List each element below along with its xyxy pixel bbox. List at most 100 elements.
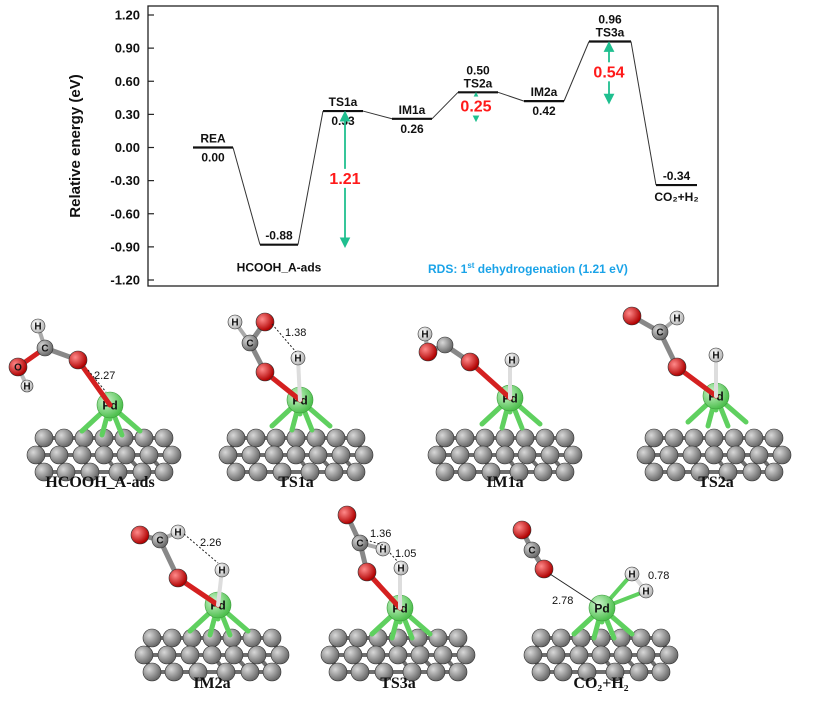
- graphene-carbon: [531, 662, 551, 682]
- h2-atom: [375, 541, 391, 557]
- pd-atom-label: Pd: [594, 602, 609, 616]
- graphene-carbon: [666, 462, 686, 482]
- h2-atom: [170, 524, 186, 540]
- level-value: 0.26: [400, 122, 424, 136]
- structure-caption: CO₂+H₂: [573, 675, 628, 692]
- y-tick-label: -0.90: [110, 239, 140, 254]
- graphene-carbon: [540, 445, 560, 465]
- level-label: IM2a: [531, 85, 558, 99]
- graphene-carbon: [533, 462, 553, 482]
- path-connectors: [232, 41, 657, 245]
- graphene-carbon: [247, 645, 267, 665]
- graphene-carbon: [134, 428, 154, 448]
- graphene-carbon: [605, 662, 625, 682]
- graphene-carbon: [495, 445, 515, 465]
- level-value: 0.50: [466, 63, 490, 77]
- level-value: -0.88: [265, 229, 293, 243]
- graphene-carbon: [324, 462, 344, 482]
- graphene-carbon: [270, 645, 290, 665]
- graphene-carbon: [613, 645, 633, 665]
- carbon-atom: [241, 334, 259, 352]
- graphene-carbon: [328, 628, 348, 648]
- graphene-carbon: [651, 628, 671, 648]
- distance-label: 2.26: [200, 537, 221, 549]
- graphene-carbon: [555, 462, 575, 482]
- graphene-carbon: [682, 445, 702, 465]
- h1-atom-label: H: [397, 564, 404, 575]
- carbon-atom-label: C: [246, 339, 253, 350]
- graphene-carbon: [350, 662, 370, 682]
- oxygen-atom: [357, 562, 377, 582]
- graphene-carbon: [346, 462, 366, 482]
- graphene-carbon: [248, 462, 268, 482]
- oxygen-atom: [460, 352, 480, 372]
- graphene-carbon: [764, 428, 784, 448]
- h2-atom-label: H: [231, 318, 238, 329]
- barrier-label-bg: [458, 96, 494, 116]
- graphene-carbon: [328, 662, 348, 682]
- graphene-carbon: [535, 428, 555, 448]
- graphene-carbon: [114, 428, 134, 448]
- oxygen-atom: [68, 350, 88, 370]
- h2-atom-label: H: [174, 528, 181, 539]
- graphene-carbon: [180, 645, 200, 665]
- graphene-carbon: [495, 428, 515, 448]
- carbon-atom-label: C: [656, 328, 663, 339]
- graphene-carbon: [164, 662, 184, 682]
- level-label: TS2a: [464, 76, 493, 90]
- graphene-carbon: [644, 462, 664, 482]
- graphene-carbon: [435, 428, 455, 448]
- graphene-carbon: [354, 445, 374, 465]
- barrier-value: 0.54: [593, 64, 624, 81]
- graphene-carbon: [481, 462, 501, 482]
- graphene-carbon: [428, 628, 448, 648]
- barrier-value: 0.25: [460, 99, 491, 116]
- level-label: HCOOH_A-ads: [237, 261, 322, 275]
- graphene-carbon: [772, 445, 792, 465]
- y-tick-label: 0.60: [115, 74, 140, 89]
- pd-atom: [588, 594, 616, 622]
- graphene-carbon: [226, 462, 246, 482]
- distance-line: [365, 539, 384, 546]
- graphene-carbon: [629, 662, 649, 682]
- oxygen-atom: [622, 306, 642, 326]
- graphene-carbon: [690, 462, 710, 482]
- graphene-carbon: [54, 428, 74, 448]
- oxygen-atom: [130, 525, 150, 545]
- y-tick-label: 0.90: [115, 41, 140, 56]
- oxygen-atom: [255, 312, 275, 332]
- level-value: 0.42: [532, 104, 556, 118]
- oxygen-atom: [168, 568, 188, 588]
- graphene-carbon: [226, 428, 246, 448]
- graphene-carbon: [241, 445, 261, 465]
- graphene-carbon: [433, 645, 453, 665]
- structure-caption: IM2a: [193, 675, 230, 692]
- connector-line: [297, 110, 324, 245]
- graphene-carbon: [240, 662, 260, 682]
- graphene-carbon: [72, 445, 92, 465]
- h2-atom: [417, 326, 433, 342]
- level-value: 0.00: [201, 151, 225, 165]
- level-label: IM1a: [399, 103, 426, 117]
- carbon-atom: [436, 336, 454, 354]
- graphene-carbon: [374, 662, 394, 682]
- plot-frame: [147, 5, 719, 287]
- graphene-carbon: [523, 645, 543, 665]
- graphene-carbon: [726, 445, 746, 465]
- graphene-carbon: [475, 428, 495, 448]
- h1-atom-label: H: [642, 587, 649, 598]
- graphene-carbon: [94, 445, 114, 465]
- graphene-carbon: [684, 428, 704, 448]
- graphene-carbon: [162, 445, 182, 465]
- graphene-carbon: [80, 462, 100, 482]
- graphene-carbon: [262, 662, 282, 682]
- graphene-carbon: [343, 645, 363, 665]
- h2-atom-label: H: [628, 570, 635, 581]
- h2-atom: [227, 314, 243, 330]
- graphene-carbon: [631, 628, 651, 648]
- graphene-carbon: [286, 445, 306, 465]
- graphene-carbon: [644, 428, 664, 448]
